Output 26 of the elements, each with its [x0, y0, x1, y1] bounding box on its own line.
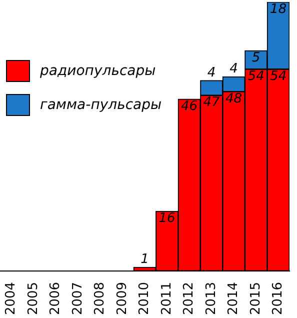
- legend-label: гамма-пульсары: [40, 97, 162, 113]
- x-tick-label: 2012: [182, 282, 197, 316]
- data-label: 4: [230, 62, 238, 77]
- data-label: 18: [270, 2, 287, 17]
- data-label: 5: [252, 50, 260, 66]
- data-label: 48: [226, 92, 242, 107]
- x-tick-label: 2016: [270, 282, 286, 316]
- data-label: 54: [248, 69, 264, 84]
- x-tick-label: 2014: [226, 282, 242, 316]
- x-tick-label: 2009: [114, 282, 130, 316]
- x-tick-label: 2010: [137, 282, 152, 316]
- x-tick-label: 2007: [70, 282, 86, 316]
- x-tick-label: 2015: [248, 282, 264, 316]
- x-tick-label: 2005: [26, 282, 41, 316]
- data-label: 54: [270, 69, 287, 84]
- x-tick-label: 2004: [4, 282, 19, 316]
- x-tick-label: 2013: [204, 282, 219, 316]
- x-tick-label: 2011: [159, 282, 174, 316]
- data-label: 47: [203, 95, 221, 110]
- data-label: 1: [140, 252, 149, 268]
- legend-label: радиопульсары: [40, 63, 156, 79]
- data-label: 46: [180, 98, 198, 114]
- data-label: 16: [158, 211, 176, 226]
- x-tick-label: 2008: [92, 282, 108, 316]
- data-label: 4: [207, 65, 216, 80]
- x-tick-label: 2006: [48, 282, 64, 316]
